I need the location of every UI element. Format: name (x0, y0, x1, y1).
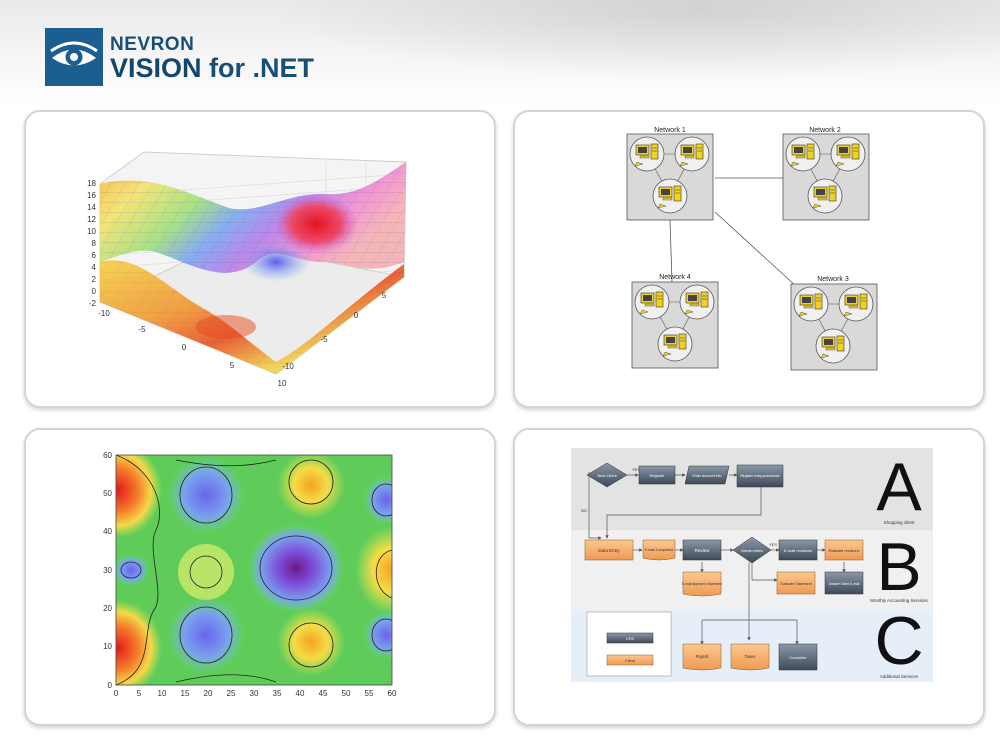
flow-doc-email-approved: E-mail Approved Statement (682, 582, 722, 586)
flow-label-yes: YES (769, 542, 777, 547)
network-diagram: Network 1 Network 2 Network 4 Network 3 (626, 127, 878, 371)
x-tick: 60 (388, 689, 397, 698)
z-tick: 0 (92, 287, 97, 296)
lane-caption: Additional Services (880, 674, 919, 679)
surface-chart: 18 16 14 12 10 8 6 4 2 0 -2 -10 -5 0 5 1… (87, 151, 407, 388)
network-label: Network 3 (817, 276, 849, 283)
flow-process-controller: Controller (789, 655, 807, 660)
brand-product-rest: for .NET (201, 52, 315, 83)
z-tick: 18 (87, 179, 96, 188)
legend-cpa: CPA (626, 636, 634, 641)
flow-process-register-entry: Register entry procedures (740, 474, 779, 478)
y-tick: 60 (103, 451, 112, 460)
flow-process-email-revisions: E-mail revisions (784, 548, 812, 553)
lane-letter: A (876, 449, 922, 525)
contour-chart: 60 50 40 30 20 10 0 0 5 10 15 20 25 30 3… (103, 451, 397, 698)
z-tick: 4 (92, 263, 97, 272)
flow-label-no: NO (581, 508, 587, 513)
lane-letter: C (874, 603, 923, 679)
x-tick: 30 (250, 689, 259, 698)
x-tick: 5 (137, 689, 142, 698)
y-tick: 0 (354, 311, 359, 320)
z-tick: 12 (87, 215, 96, 224)
x-tick: 35 (273, 689, 282, 698)
z-tick: -2 (89, 299, 97, 308)
z-tick: 6 (92, 251, 97, 260)
x-tick: -10 (98, 309, 110, 318)
lane-caption: Monthly Accounting Services (870, 598, 928, 603)
y-tick: -5 (320, 335, 328, 344)
x-tick: 15 (181, 689, 190, 698)
flow-process-data-entry: Data Entry (598, 548, 620, 553)
brand-name: NEVRON (110, 33, 195, 55)
x-tick: 0 (114, 689, 119, 698)
x-tick: -5 (138, 325, 146, 334)
x-tick: 55 (365, 689, 374, 698)
y-tick: 10 (103, 642, 112, 651)
x-tick: 45 (319, 689, 328, 698)
x-tick: 0 (182, 343, 187, 352)
brand-product-bold: VISION (110, 52, 202, 83)
y-tick: 40 (103, 527, 112, 536)
x-tick: 20 (204, 689, 213, 698)
x-tick: 25 (227, 689, 236, 698)
flow-io-enter-account: Enter account info (693, 474, 722, 478)
flow-doc-payroll: Payroll (696, 654, 709, 659)
flowchart-panel: New Client YES NO Register Enter account… (513, 428, 985, 726)
z-tick: 14 (87, 203, 96, 212)
y-tick: 0 (108, 681, 113, 690)
flow-doc-taxes: Taxes (745, 654, 756, 659)
y-tick: 20 (103, 604, 112, 613)
z-tick: 2 (92, 275, 97, 284)
flow-label-yes: YES (632, 467, 640, 472)
contour-chart-panel: 60 50 40 30 20 10 0 0 5 10 15 20 25 30 3… (24, 428, 496, 726)
flow-process-answer-client-mail: Answer Client E-mail (829, 582, 860, 586)
brand-product: VISION for .NET (110, 52, 315, 83)
brand-logo: NEVRON VISION for .NET (45, 28, 314, 86)
flow-doc-email-completed: E-mail Completed (645, 548, 674, 552)
y-tick: 5 (382, 291, 387, 300)
network-label: Network 1 (654, 127, 686, 134)
x-tick: 40 (296, 689, 305, 698)
y-tick: -10 (282, 362, 294, 371)
flow-decision-new-client: New Client (597, 473, 617, 478)
flow-process-register: Register (650, 473, 666, 478)
legend-client: Client (625, 658, 636, 663)
y-tick: 50 (103, 489, 112, 498)
flow-process-review: Review (695, 548, 711, 553)
flow-process-evaluate-statement: Evaluate Statement (780, 582, 811, 586)
lane-caption: Shopping client (884, 520, 916, 525)
flowchart: New Client YES NO Register Enter account… (571, 448, 933, 682)
x-tick: 10 (158, 689, 167, 698)
network-label: Network 2 (809, 127, 841, 134)
x-tick: 10 (278, 379, 287, 388)
flow-process-evaluate-revisions: Evaluate revisions (829, 549, 860, 553)
header-shade (0, 0, 1000, 95)
y-tick: 30 (103, 566, 112, 575)
x-tick: 50 (342, 689, 351, 698)
network-label: Network 4 (659, 274, 691, 281)
z-tick: 16 (87, 191, 96, 200)
surface-chart-panel: 18 16 14 12 10 8 6 4 2 0 -2 -10 -5 0 5 1… (24, 110, 496, 408)
z-tick: 8 (92, 239, 97, 248)
eye-icon (45, 28, 103, 86)
network-diagram-panel: Network 1 Network 2 Network 4 Network 3 (513, 110, 985, 408)
lane-letter: B (876, 529, 921, 605)
z-tick: 10 (87, 227, 96, 236)
flow-decision-needs-review: Needs review (741, 549, 763, 553)
x-tick: 5 (230, 361, 235, 370)
